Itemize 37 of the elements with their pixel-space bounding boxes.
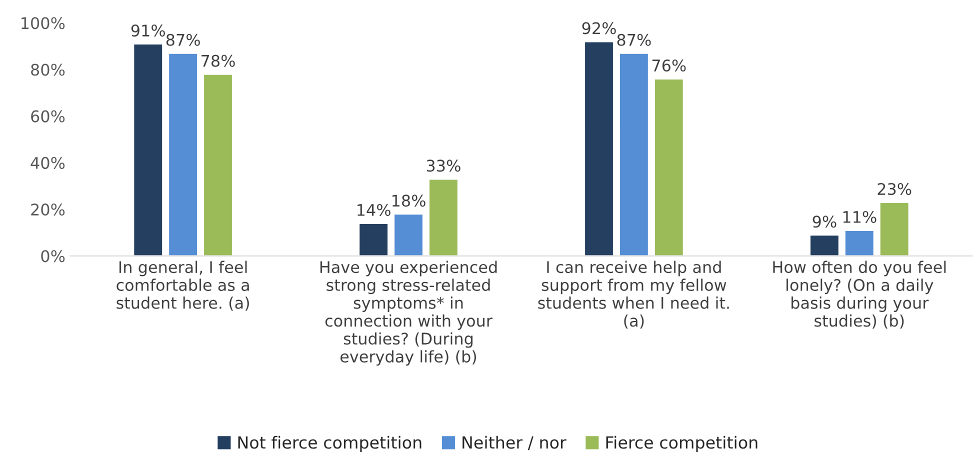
bar (168, 52, 198, 256)
bar (618, 52, 650, 256)
y-tick-label: 60% (31, 110, 65, 122)
bar (358, 222, 389, 256)
bar (844, 230, 875, 256)
data-label: 87% (166, 34, 200, 46)
y-tick-label: 40% (30, 156, 65, 169)
bar (584, 40, 614, 256)
data-label: 14% (358, 204, 390, 216)
y-tick-label: 0% (41, 250, 65, 262)
data-label: 92% (582, 22, 616, 34)
x-tick-label: I can receive help and support from my fellow students when I need it. (a) (538, 260, 729, 329)
bar (809, 234, 840, 256)
data-label: 87% (617, 34, 651, 46)
legend-label: Neither / nor (462, 436, 566, 450)
x-tick-label: In general, I feel comfortable as a student here. (a) (116, 260, 249, 311)
data-label: 33% (426, 160, 460, 172)
bar (428, 178, 459, 256)
bar (393, 213, 424, 256)
data-label: 91% (131, 24, 165, 37)
data-label: 18% (392, 194, 426, 207)
data-label: 23% (878, 182, 912, 196)
data-label: 9% (812, 216, 836, 228)
legend-label: Not fierce competition (238, 436, 422, 452)
bar (202, 73, 234, 256)
x-tick-label: Have you experienced strong stress-related symptoms* in connection with your studies? (During everyday life) (b) (320, 260, 497, 366)
x-tick-label: How often do you feel lonely? (On a daily basis during your studies) (b) (773, 260, 946, 329)
y-tick-label: 100% (22, 17, 65, 30)
y-tick-label: 80% (31, 64, 65, 76)
y-tick-label: 20% (31, 204, 65, 216)
data-label: 76% (652, 59, 686, 72)
bar (878, 202, 910, 256)
bar (132, 43, 164, 256)
data-label: 11% (843, 210, 876, 224)
bar (654, 78, 684, 256)
legend-label: Fierce competition (606, 436, 758, 452)
data-label: 78% (202, 54, 235, 67)
